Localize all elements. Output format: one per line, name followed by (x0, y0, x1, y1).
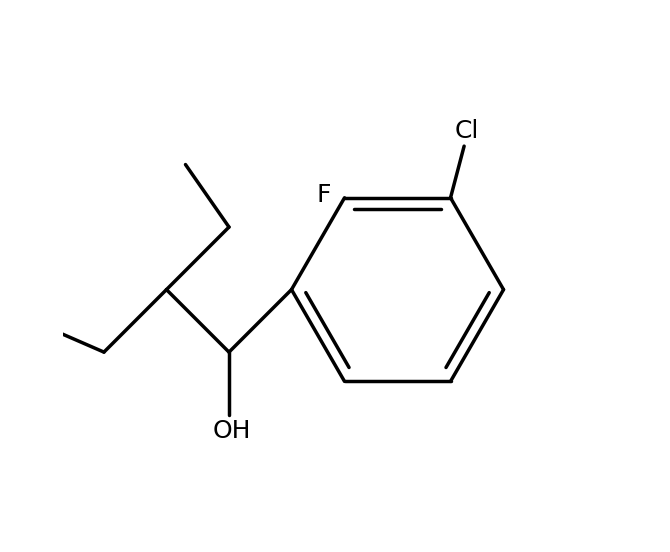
Text: Cl: Cl (455, 119, 479, 144)
Text: F: F (316, 183, 331, 207)
Text: OH: OH (212, 419, 251, 443)
